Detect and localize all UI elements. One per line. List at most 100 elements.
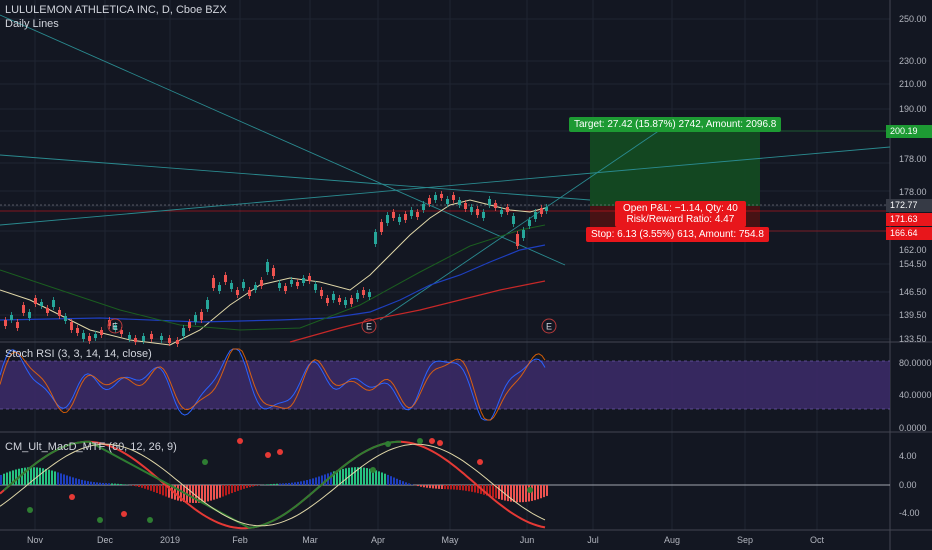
macd-bar <box>531 485 533 501</box>
price-axis[interactable]: 250.00 230.00 210.00 190.00 178.00 178.00 162.… <box>899 14 927 344</box>
macd-bar <box>93 482 95 485</box>
candle-body <box>236 290 239 295</box>
candle-body <box>494 203 497 208</box>
candle-body <box>70 322 73 330</box>
macd-dot <box>437 440 443 446</box>
candle-body <box>134 338 137 342</box>
candlesticks[interactable] <box>4 191 548 347</box>
price-badge: 200.19 <box>886 125 932 138</box>
symbol-title[interactable]: LULULEMON ATHLETICA INC, D, Cboe BZX <box>5 4 227 16</box>
candle-body <box>314 284 317 290</box>
macd-bar <box>69 476 71 485</box>
macd-bar <box>60 473 62 485</box>
macd-bar <box>363 467 365 485</box>
price-tick: 250.00 <box>899 14 927 24</box>
candle-body <box>534 212 537 219</box>
macd-bar <box>507 485 509 502</box>
macd-bar <box>291 482 293 485</box>
price-tick: 210.00 <box>899 79 927 89</box>
macd-bar <box>387 474 389 485</box>
stoch-axis[interactable]: 80.0000 40.0000 0.0000 <box>899 358 932 433</box>
pl-label[interactable]: Open P&L: −1.14, Qty: 40 Risk/Reward Rat… <box>615 201 746 227</box>
candle-body <box>224 275 227 282</box>
macd-bar <box>375 470 377 485</box>
stoch-tick: 80.0000 <box>899 358 932 368</box>
candle-body <box>16 322 19 328</box>
earnings-label: E <box>366 322 372 332</box>
candle-body <box>94 334 97 338</box>
candle-body <box>446 199 449 204</box>
candle-body <box>338 298 341 302</box>
macd-bar <box>144 485 146 489</box>
macd-bar <box>156 485 158 494</box>
earnings-marker[interactable] <box>361 318 377 334</box>
macd-bar <box>408 483 410 485</box>
macd-bar <box>459 485 461 491</box>
candle-body <box>440 194 443 198</box>
candle-body <box>58 310 61 316</box>
macd-dot <box>97 517 103 523</box>
target-label[interactable]: Target: 27.42 (15.87%) 2742, Amount: 209… <box>569 117 782 132</box>
candle-body <box>350 298 353 304</box>
earnings-markers[interactable]: E E E <box>107 318 557 334</box>
macd-dot <box>277 449 283 455</box>
candle-body <box>230 283 233 289</box>
macd-bar <box>48 469 50 485</box>
macd-title[interactable]: CM_Ult_MacD_MTF (60, 12, 26, 9) <box>5 441 177 453</box>
stoch-title[interactable]: Stoch RSI (3, 3, 14, 14, close) <box>5 348 152 360</box>
candle-body <box>260 280 263 286</box>
candle-body <box>212 278 215 288</box>
macd-bar <box>504 485 506 501</box>
macd-bar <box>495 485 497 499</box>
price-tick: 154.50 <box>899 259 927 269</box>
macd-bar <box>270 484 272 485</box>
open-pl: Open P&L: −1.14, Qty: 40 <box>623 203 738 214</box>
stop-label[interactable]: Stop: 6.13 (3.55%) 613, Amount: 754.8 <box>586 227 769 242</box>
time-axis[interactable]: Nov Dec 2019 Feb Mar Apr May Jun Jul Aug Sep Oct <box>27 535 825 545</box>
candle-body <box>114 325 117 330</box>
macd-axis[interactable]: 4.00 0.00 -4.00 <box>899 451 920 518</box>
macd-bar <box>231 485 233 494</box>
macd-bar <box>510 485 512 502</box>
macd-bar <box>165 485 167 497</box>
macd-bar <box>87 481 89 485</box>
macd-dot <box>385 441 391 447</box>
macd-bar <box>237 485 239 491</box>
macd-bar <box>297 481 299 485</box>
macd-bar <box>78 479 80 485</box>
macd-bar <box>159 485 161 495</box>
candle-body <box>362 290 365 295</box>
macd-bar <box>75 478 77 485</box>
candle-body <box>404 214 407 220</box>
candle-body <box>332 294 335 300</box>
candle-body <box>182 328 185 336</box>
trend-lines[interactable] <box>0 14 891 321</box>
macd-bar <box>360 467 362 485</box>
subtitle: Daily Lines <box>5 18 59 30</box>
ma-mid <box>0 224 546 331</box>
earnings-marker[interactable] <box>541 318 557 334</box>
target-zone[interactable] <box>590 131 760 206</box>
macd-bar <box>390 476 392 485</box>
candle-body <box>398 217 401 222</box>
macd-bar <box>435 485 437 489</box>
candle-body <box>308 276 311 281</box>
stoch-band <box>0 361 890 409</box>
candle-body <box>88 336 91 341</box>
macd-tick: 0.00 <box>899 480 917 490</box>
macd-bar <box>57 472 59 485</box>
candle-body <box>10 315 13 320</box>
candle-body <box>434 195 437 200</box>
macd-bar <box>252 485 254 487</box>
macd-bar <box>42 468 44 485</box>
macd-bar <box>150 485 152 491</box>
earnings-marker[interactable] <box>107 318 123 334</box>
macd-bar <box>513 485 515 502</box>
macd-dot <box>429 438 435 444</box>
candle-body <box>416 212 419 217</box>
macd-bar <box>471 485 473 492</box>
macd-bar <box>438 485 440 489</box>
macd-bar <box>381 472 383 485</box>
macd-bar <box>63 474 65 485</box>
